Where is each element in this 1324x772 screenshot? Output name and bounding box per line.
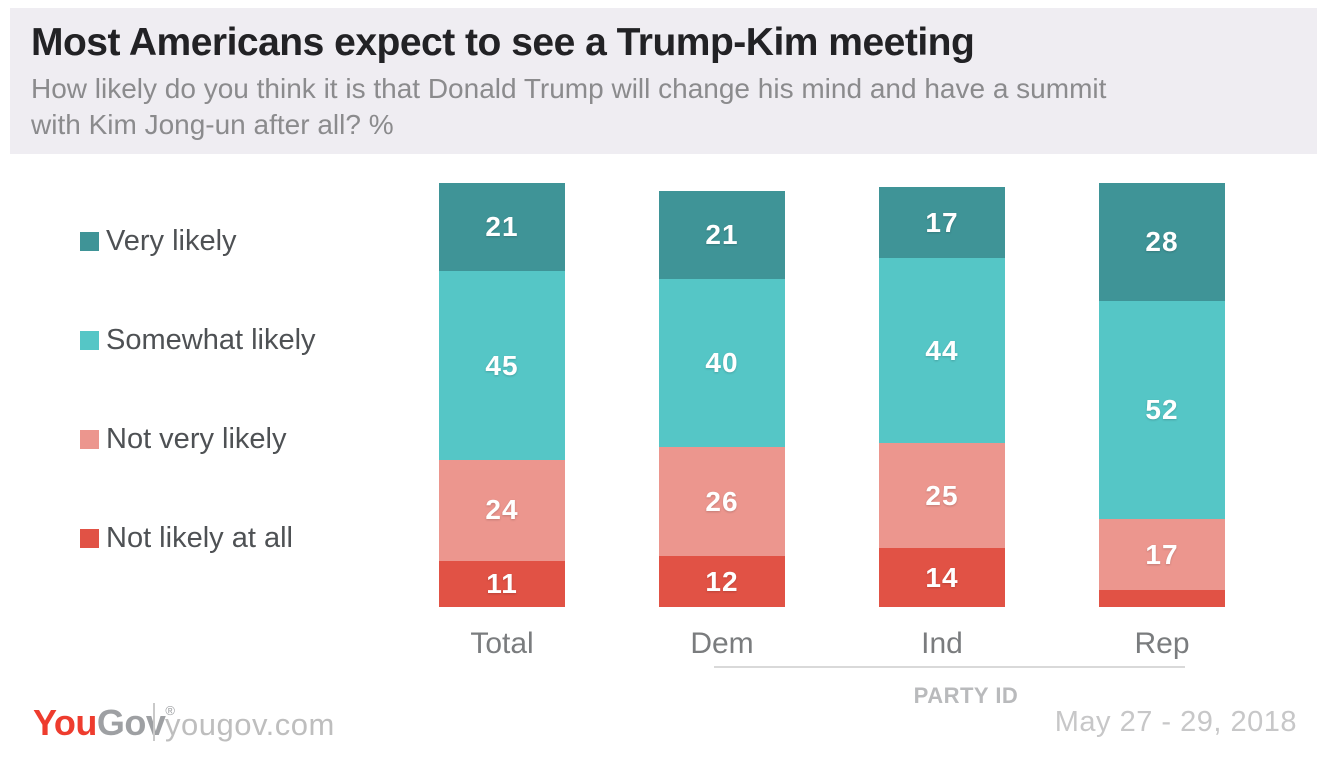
bar-value-label: 17 bbox=[925, 206, 959, 238]
bar-segment-total-somewhat-likely: 45 bbox=[439, 271, 565, 461]
bar-segment-dem-very-likely: 21 bbox=[659, 191, 785, 280]
bar-value-label: 14 bbox=[925, 561, 959, 593]
date-range: May 27 - 29, 2018 bbox=[1054, 706, 1297, 738]
bar-segment-ind-very-likely: 17 bbox=[879, 187, 1005, 259]
bar-value-label: 26 bbox=[705, 485, 739, 517]
bar-segment-rep-not-likely-at-all bbox=[1099, 590, 1225, 607]
page-subtitle: How likely do you think it is that Donal… bbox=[31, 71, 1297, 143]
legend-swatch-icon bbox=[80, 528, 99, 548]
subtitle-line-2: with Kim Jong-un after all? % bbox=[31, 109, 394, 140]
legend-label: Not very likely bbox=[106, 422, 287, 455]
page-title: Most Americans expect to see a Trump-Kim… bbox=[31, 21, 975, 64]
bar-segment-rep-somewhat-likely: 52 bbox=[1099, 300, 1225, 519]
bar-value-label: 11 bbox=[486, 567, 518, 599]
legend-item-not-very-likely: Not very likely bbox=[80, 422, 287, 455]
bar-value-label: 52 bbox=[1145, 393, 1179, 425]
legend-swatch-icon bbox=[80, 330, 99, 350]
logo-text-you: You bbox=[33, 702, 97, 743]
bar-segment-dem-not-very-likely: 26 bbox=[659, 447, 785, 557]
bar-value-label: 24 bbox=[485, 494, 519, 526]
legend-swatch-icon bbox=[80, 429, 99, 449]
bar-value-label: 40 bbox=[705, 347, 739, 379]
bar-ind: 17 44 25 14 bbox=[879, 187, 1005, 607]
bar-dem: 21 40 26 12 bbox=[659, 191, 785, 607]
logo-text-gov: Gov bbox=[96, 702, 166, 743]
x-axis-label-rep: Rep bbox=[1134, 627, 1190, 660]
bar-value-label: 28 bbox=[1145, 225, 1179, 257]
bar-rep: 28 52 17 bbox=[1099, 183, 1225, 607]
legend-label: Very likely bbox=[106, 224, 237, 257]
header-band: Most Americans expect to see a Trump-Kim… bbox=[10, 8, 1317, 154]
logo-separator bbox=[153, 703, 155, 741]
bar-value-label: 25 bbox=[925, 479, 959, 511]
bar-value-label: 17 bbox=[1145, 538, 1179, 570]
bar-segment-total-very-likely: 21 bbox=[439, 183, 565, 272]
bar-value-label: 12 bbox=[705, 565, 739, 597]
bar-segment-total-not-very-likely: 24 bbox=[439, 460, 565, 561]
registered-trademark-icon: ® bbox=[165, 703, 175, 718]
bar-value-label: 21 bbox=[485, 211, 519, 243]
legend-item-not-likely-at-all: Not likely at all bbox=[80, 521, 293, 554]
bar-segment-dem-not-likely-at-all: 12 bbox=[659, 556, 785, 607]
bar-segment-ind-somewhat-likely: 44 bbox=[879, 258, 1005, 444]
x-axis-label-ind: Ind bbox=[921, 627, 963, 660]
bar-segment-total-not-likely-at-all: 11 bbox=[439, 560, 565, 607]
x-axis-label-dem: Dem bbox=[690, 627, 754, 660]
legend-swatch-icon bbox=[80, 231, 99, 251]
legend-label: Somewhat likely bbox=[106, 323, 316, 356]
bar-segment-ind-not-likely-at-all: 14 bbox=[879, 548, 1005, 607]
bar-total: 21 45 24 11 bbox=[439, 183, 565, 607]
party-id-axis-label: PARTY ID bbox=[913, 683, 1019, 708]
legend-label: Not likely at all bbox=[106, 521, 293, 554]
bar-value-label: 21 bbox=[705, 219, 739, 251]
legend-item-somewhat-likely: Somewhat likely bbox=[80, 323, 316, 356]
bar-segment-ind-not-very-likely: 25 bbox=[879, 443, 1005, 549]
legend-item-very-likely: Very likely bbox=[80, 224, 237, 257]
bar-value-label: 44 bbox=[925, 334, 959, 366]
x-axis-label-total: Total bbox=[470, 627, 534, 660]
bar-segment-rep-very-likely: 28 bbox=[1099, 183, 1225, 301]
subtitle-line-1: How likely do you think it is that Donal… bbox=[31, 73, 1107, 104]
website-text: yougov.com bbox=[165, 707, 335, 742]
bar-segment-rep-not-very-likely: 17 bbox=[1099, 518, 1225, 591]
bar-value-label: 45 bbox=[485, 349, 519, 381]
party-id-axis-line bbox=[714, 666, 1185, 668]
bar-segment-dem-somewhat-likely: 40 bbox=[659, 279, 785, 448]
